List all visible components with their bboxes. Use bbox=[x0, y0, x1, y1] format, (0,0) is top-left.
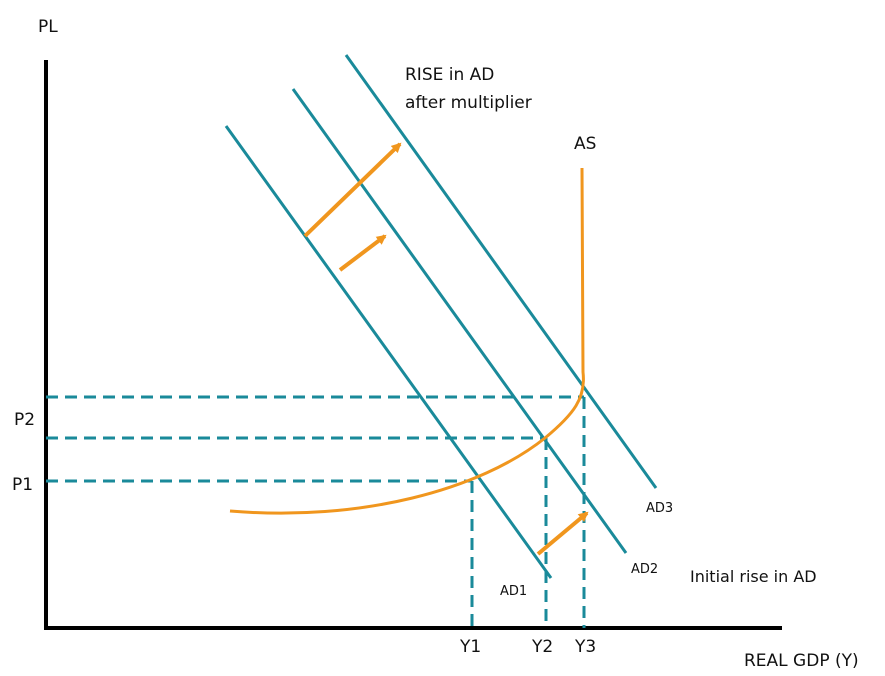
ad3-curve bbox=[344, 54, 658, 489]
x-axis-label: REAL GDP (Y) bbox=[744, 651, 859, 671]
p2-label: P2 bbox=[14, 410, 35, 430]
multiplier-shift-arrow-small bbox=[338, 234, 387, 272]
initial-rise-annotation: Initial rise in AD bbox=[690, 567, 817, 586]
p1-label: P1 bbox=[12, 475, 33, 495]
multiplier-annotation-line1: RISE in AD bbox=[405, 65, 494, 85]
ad2-label: AD2 bbox=[631, 562, 658, 577]
y-axis-label: PL bbox=[38, 17, 58, 37]
ad-curves bbox=[224, 54, 658, 579]
y3-label: Y3 bbox=[574, 637, 596, 657]
ad1-curve bbox=[224, 125, 553, 579]
as-label: AS bbox=[574, 134, 596, 154]
ad3-label: AD3 bbox=[646, 501, 673, 516]
y1-label: Y1 bbox=[459, 637, 481, 657]
y2-label: Y2 bbox=[531, 637, 553, 657]
multiplier-annotation-line2: after multiplier bbox=[405, 93, 532, 113]
ad1-label: AD1 bbox=[500, 584, 527, 599]
initial-shift-arrow bbox=[536, 511, 589, 556]
as-curve bbox=[229, 167, 585, 515]
multiplier-shift-arrow-large bbox=[303, 142, 402, 238]
ad2-curve bbox=[291, 88, 628, 554]
shift-arrows bbox=[303, 142, 589, 556]
